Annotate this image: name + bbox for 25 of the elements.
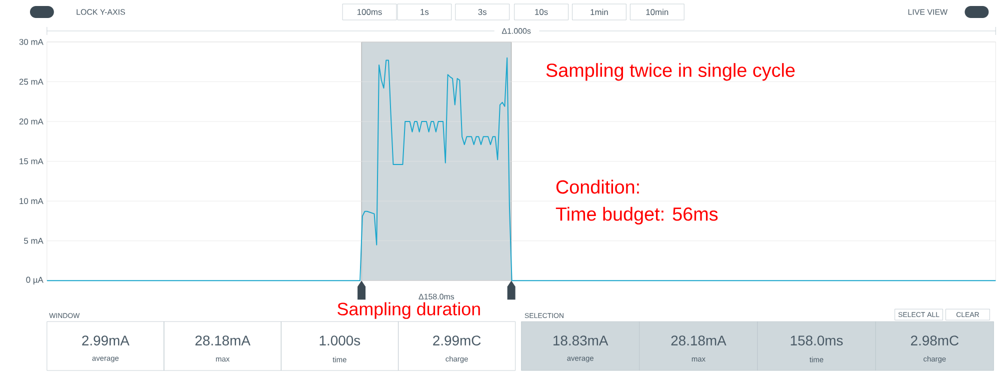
text: 1min [590,9,608,16]
text: 158.0ms [790,336,843,346]
text: 1.000s [320,336,360,346]
text: 100ms [357,9,382,16]
text: 3s [478,9,487,16]
y-tick-label: 30 mA [19,39,44,46]
text: 1s [420,9,429,16]
text: 18.83mA [554,336,608,346]
text: 10s [535,9,548,16]
y-tick-label: 15 mA [20,158,44,164]
text: 2.99mC [433,336,481,346]
text: 2.98mC [910,336,959,346]
annotation: Condition: [556,180,639,194]
y-tick-label: 20 mA [19,118,44,125]
y-tick-label: 0 µA [26,277,44,285]
text: 28.18mA [671,336,726,346]
text: 2.99mA [82,336,130,346]
y-tick-label: 5 mA [24,238,44,244]
text: 10min [646,9,668,16]
annotation: Sampling twice in single cycle [546,63,795,81]
text: Sampling duration [338,302,480,320]
annotation: Time budget: 56ms [556,207,718,225]
text: 28.18mA [195,336,250,346]
y-tick-label: 10 mA [20,198,44,204]
y-tick-label: 25 mA [19,78,44,85]
